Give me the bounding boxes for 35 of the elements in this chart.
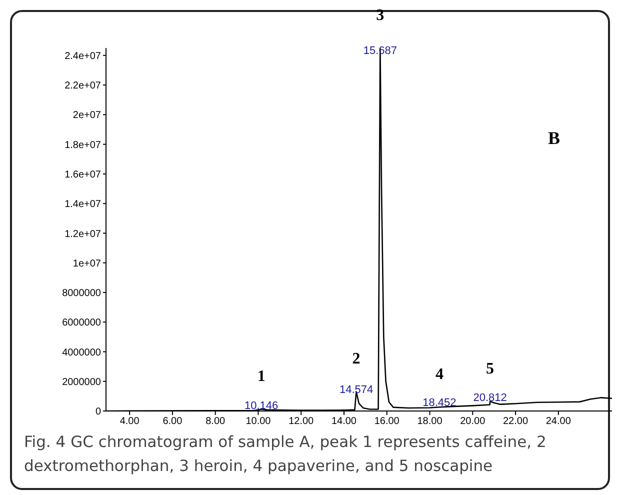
annotation: 4 [435,366,444,384]
annotation: 5 [486,360,494,378]
annotation: 10.146 [244,400,278,412]
y-tick-label: 1.4e+07 [64,199,102,210]
y-tick-label: 2000000 [62,376,102,388]
y-tick-label: 2e+07 [72,110,102,122]
x-tick-label: 12.00 [288,416,314,428]
x-tick-label: 8.00 [206,416,226,428]
y-tick-label: 1e+07 [72,258,102,270]
annotation: 20.812 [473,392,507,404]
y-tick-label: 6000000 [62,318,102,329]
x-tick-label: 22.00 [503,416,528,428]
y-tick-label: 4000000 [62,347,102,358]
caption: Fig. 4 GC chromatogram of sample A, peak 1 represents caffeine, 2 dextromethorphan, 3 heroin, 4 papaverine, and 5 noscapine [24,432,548,477]
text: B [548,128,560,149]
x-tick-label: 18.00 [417,416,443,428]
x-tick-label: 16.00 [374,416,400,428]
annotation: 2 [352,350,360,368]
x-tick-label: 10.00 [246,416,272,428]
y-tick-label: 1.8e+07 [64,140,102,151]
x-tick-label: 14.00 [331,416,357,428]
x-tick-label: 6.00 [162,416,183,428]
x-tick-label: 20.00 [460,416,486,428]
annotation: 18.452 [422,396,456,409]
y-tick-label: 1.6e+07 [64,169,102,180]
annotation: 1 [257,368,266,386]
x-tick-label: 4.00 [120,416,140,428]
y-tick-label: 8000000 [62,288,102,300]
y-tick-label: 2.4e+07 [64,50,102,62]
y-tick-label: 1.2e+07 [64,228,102,240]
annotation: 3 [376,7,384,24]
annotation: 14.574 [339,384,374,396]
x-tick-label: 24.00 [546,416,572,428]
y-tick-label: 0 [95,406,102,418]
y-tick-label: 2.2e+07 [64,80,102,92]
